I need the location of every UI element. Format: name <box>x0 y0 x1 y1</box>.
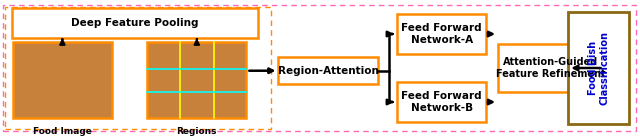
FancyBboxPatch shape <box>397 82 486 122</box>
Text: Food Image: Food Image <box>33 127 92 136</box>
Text: Regions: Regions <box>177 127 217 136</box>
FancyBboxPatch shape <box>278 57 378 84</box>
FancyBboxPatch shape <box>498 44 604 92</box>
Text: Deep Feature Pooling: Deep Feature Pooling <box>71 18 198 28</box>
Text: Feed Forward
Network-B: Feed Forward Network-B <box>401 91 482 113</box>
FancyBboxPatch shape <box>147 42 246 118</box>
FancyBboxPatch shape <box>568 12 629 124</box>
Text: Attention-Guided
Feature Refinement: Attention-Guided Feature Refinement <box>496 57 605 79</box>
FancyBboxPatch shape <box>13 42 112 118</box>
Text: Food Dish
Classification: Food Dish Classification <box>588 31 609 105</box>
FancyBboxPatch shape <box>397 14 486 54</box>
FancyBboxPatch shape <box>12 8 258 38</box>
Text: Feed Forward
Network-A: Feed Forward Network-A <box>401 23 482 45</box>
Text: Region-Attention: Region-Attention <box>278 66 378 76</box>
